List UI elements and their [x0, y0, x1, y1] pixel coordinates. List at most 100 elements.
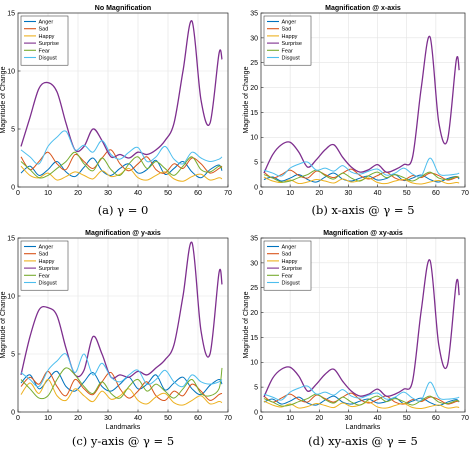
series-line-fear [20, 151, 223, 179]
subfigure-caption: (a) γ = 0 [98, 203, 149, 217]
series-line-anger [263, 395, 460, 407]
legend-label-anger: Anger [282, 20, 297, 26]
series-line-disgust [20, 353, 223, 388]
series-line-sad [20, 149, 223, 174]
x-tick-label: 60 [432, 415, 440, 422]
x-tick-label: 30 [104, 190, 112, 197]
y-tick-label: 0 [11, 184, 15, 191]
chart-title: Magnification @ y-axis [85, 230, 161, 237]
x-tick-label: 60 [432, 190, 440, 197]
y-tick-label: 0 [254, 184, 258, 191]
y-tick-label: 20 [250, 85, 258, 92]
subfigure-caption: (b) x-axis @ γ = 5 [311, 203, 414, 217]
y-tick-label: 5 [11, 126, 15, 133]
x-tick-label: 40 [134, 190, 142, 197]
legend-label-sad: Sad [282, 252, 292, 258]
series-line-surprise [20, 20, 223, 159]
series-line-surprise [20, 241, 223, 379]
legend-label-surprise: Surprise [282, 266, 302, 272]
axes-box [17, 12, 229, 188]
x-tick-label: 50 [164, 190, 172, 197]
x-tick-label: 50 [403, 190, 411, 197]
legend-label-disgust: Disgust [282, 281, 301, 287]
chart-panel-0: 0 10 20 30 40 50 60 70 0 5 10 15 No Magnification Mag… [0, 5, 232, 217]
y-tick-label: 25 [250, 60, 258, 67]
x-tick-label: 20 [74, 415, 82, 422]
x-tick-label: 20 [315, 415, 323, 422]
series-line-disgust [20, 130, 223, 165]
series-line-sad [20, 370, 223, 402]
x-tick-label: 50 [403, 415, 411, 422]
series-line-anger [20, 157, 223, 179]
x-tick-label: 20 [74, 190, 82, 197]
x-tick-label: 40 [374, 415, 382, 422]
series-line-disgust [263, 381, 460, 402]
x-tick-label: 70 [461, 415, 469, 422]
subfigure-caption: (c) y-axis @ γ = 5 [72, 434, 174, 448]
legend-label-fear: Fear [282, 48, 293, 54]
y-tick-label: 0 [254, 409, 258, 416]
y-tick-label: 10 [7, 293, 15, 300]
axes-box [260, 237, 466, 413]
y-tick-label: 5 [254, 160, 258, 167]
chart-panel-1: 0 10 20 30 40 50 60 70 0 5 10 15 20 25 30 35 Magnificati… [243, 5, 469, 217]
y-tick-label: 10 [250, 360, 258, 367]
x-axis-label: Landmarks [106, 424, 141, 431]
x-tick-label: 60 [194, 415, 202, 422]
y-tick-label: 15 [250, 335, 258, 342]
series-line-fear [263, 169, 460, 183]
y-tick-label: 30 [250, 35, 258, 42]
legend-box [20, 15, 69, 66]
x-tick-label: 30 [104, 415, 112, 422]
legend-label-happy: Happy [39, 34, 55, 40]
y-tick-label: 5 [254, 385, 258, 392]
chart-title: No Magnification [95, 5, 151, 12]
y-tick-label: 10 [250, 135, 258, 142]
legend-label-anger: Anger [282, 245, 297, 251]
y-tick-label: 25 [250, 285, 258, 292]
x-tick-label: 40 [374, 190, 382, 197]
legend-label-surprise: Surprise [39, 266, 59, 272]
series-line-fear [20, 367, 223, 400]
axes-box [17, 237, 229, 413]
x-tick-label: 40 [134, 415, 142, 422]
legend-label-sad: Sad [39, 252, 49, 258]
y-axis-label: Magnitude of Change [0, 66, 7, 133]
legend-label-disgust: Disgust [282, 56, 301, 62]
series-line-sad [263, 168, 460, 181]
legend-label-anger: Anger [39, 245, 54, 251]
legend-label-happy: Happy [39, 259, 55, 265]
y-tick-label: 0 [11, 409, 15, 416]
y-tick-label: 15 [250, 110, 258, 117]
legend-label-disgust: Disgust [39, 56, 58, 62]
chart-title: Magnification @ x-axis [325, 5, 401, 12]
legend-label-anger: Anger [39, 20, 54, 26]
legend-label-sad: Sad [39, 27, 49, 33]
x-tick-label: 20 [315, 190, 323, 197]
legend-label-fear: Fear [39, 48, 50, 54]
series-line-disgust [263, 157, 460, 178]
x-tick-label: 70 [461, 190, 469, 197]
x-tick-label: 10 [286, 415, 294, 422]
y-axis-label: Magnitude of Change [243, 291, 250, 358]
chart-panel-3: 0 10 20 30 40 50 60 70 0 5 10 15 20 25 30 35 Magnificati… [243, 230, 469, 448]
x-tick-label: 60 [194, 190, 202, 197]
legend-label-happy: Happy [282, 34, 298, 40]
x-tick-label: 50 [164, 415, 172, 422]
legend-label-fear: Fear [282, 273, 293, 279]
x-tick-label: 70 [224, 415, 232, 422]
y-axis-label: Magnitude of Change [243, 66, 250, 133]
x-tick-label: 70 [224, 190, 232, 197]
legend-label-disgust: Disgust [39, 281, 58, 287]
x-axis-label: Landmarks [346, 424, 381, 431]
series-line-happy [20, 379, 223, 406]
x-tick-label: 30 [345, 415, 353, 422]
chart-panel-2: 0 10 20 30 40 50 60 70 0 5 10 15 Magnification @ y-a… [0, 230, 232, 448]
series-line-sad [263, 392, 460, 405]
x-tick-label: 0 [259, 415, 263, 422]
y-tick-label: 20 [250, 310, 258, 317]
